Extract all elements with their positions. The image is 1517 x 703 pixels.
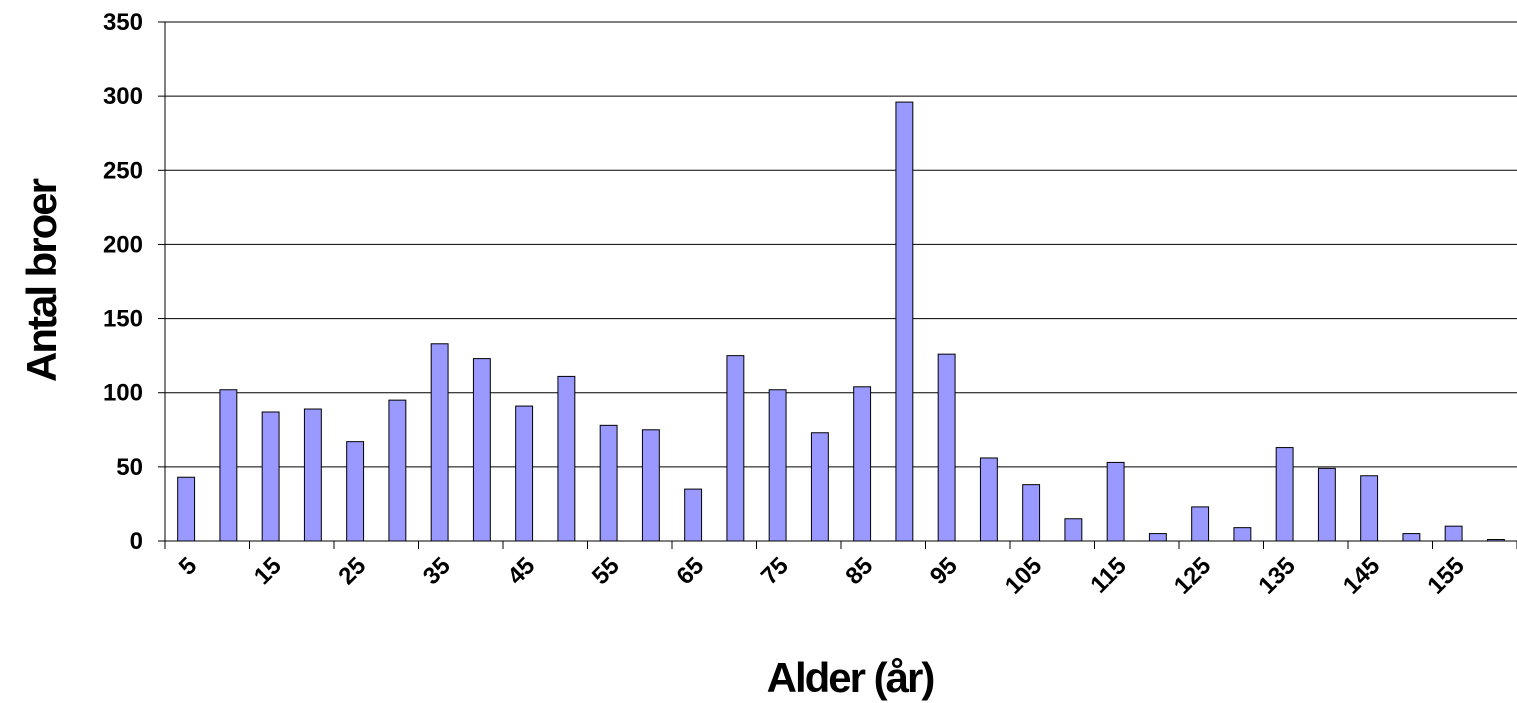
bar-135 xyxy=(1275,447,1294,542)
x-tick-label: 35 xyxy=(418,552,456,590)
bar-145 xyxy=(1360,475,1379,542)
bar-75 xyxy=(768,389,787,542)
bar-140 xyxy=(1317,467,1336,542)
bar-100 xyxy=(979,457,998,542)
bar-5 xyxy=(177,476,196,542)
x-tick-label: 75 xyxy=(756,552,794,590)
bar-110 xyxy=(1064,518,1083,542)
y-tick-label: 250 xyxy=(103,157,143,184)
x-tick-label: 65 xyxy=(671,552,709,590)
bar-155 xyxy=(1444,525,1463,542)
bar-25 xyxy=(346,441,365,542)
bar-15 xyxy=(261,411,280,542)
x-tick-labels: 5 15 25 35 45 55 65 75 85 95 105 115 125 135 145 155 xyxy=(174,552,1470,599)
bar-35 xyxy=(430,343,449,542)
x-tick-label: 25 xyxy=(333,552,371,590)
bar-90 xyxy=(895,101,914,542)
bar-65 xyxy=(684,488,703,542)
x-tick-label: 135 xyxy=(1253,552,1300,599)
bar-105 xyxy=(1022,484,1041,542)
x-tick-label: 115 xyxy=(1085,552,1131,598)
bar-60 xyxy=(641,429,660,542)
y-tick-label: 300 xyxy=(103,83,143,110)
x-tick-label: 5 xyxy=(174,552,203,581)
x-tick-label: 55 xyxy=(587,552,625,590)
x-tick-label: 155 xyxy=(1422,552,1469,599)
bar-120 xyxy=(1148,533,1167,542)
y-axis-title: Antal broer xyxy=(18,178,65,382)
y-tick-label: 0 xyxy=(130,528,143,555)
bar-70 xyxy=(726,355,745,542)
bar-30 xyxy=(388,399,407,542)
bar-95 xyxy=(937,353,956,542)
y-tick-label: 150 xyxy=(103,306,143,333)
bar-115 xyxy=(1106,461,1125,542)
gridlines xyxy=(165,21,1517,468)
y-tick-labels: 0 50 100 150 200 250 300 350 xyxy=(103,9,143,555)
bar-45 xyxy=(515,405,534,542)
x-tick-label: 45 xyxy=(502,552,540,590)
bar-55 xyxy=(599,424,618,542)
y-tick-label: 50 xyxy=(116,454,143,481)
bar-130 xyxy=(1233,527,1252,542)
x-tick-label: 125 xyxy=(1169,552,1216,599)
bar-80 xyxy=(810,432,829,542)
y-tick-label: 350 xyxy=(103,9,143,36)
x-tick-label: 95 xyxy=(925,552,963,590)
bar-125 xyxy=(1191,506,1210,542)
axes xyxy=(158,21,1517,549)
bars xyxy=(177,101,1505,542)
bar-40 xyxy=(472,358,491,542)
bar-10 xyxy=(219,389,238,542)
y-tick-label: 100 xyxy=(103,380,143,407)
bar-150 xyxy=(1402,533,1421,542)
bar-50 xyxy=(557,375,576,542)
x-tick-label: 85 xyxy=(840,552,878,590)
bar-85 xyxy=(853,386,872,542)
y-tick-label: 200 xyxy=(103,231,143,258)
x-tick-label: 145 xyxy=(1338,552,1385,599)
x-axis-title: Alder (år) xyxy=(767,654,934,701)
bar-20 xyxy=(303,408,322,542)
x-tick-label: 15 xyxy=(249,552,287,590)
x-tick-label: 105 xyxy=(1000,552,1047,599)
